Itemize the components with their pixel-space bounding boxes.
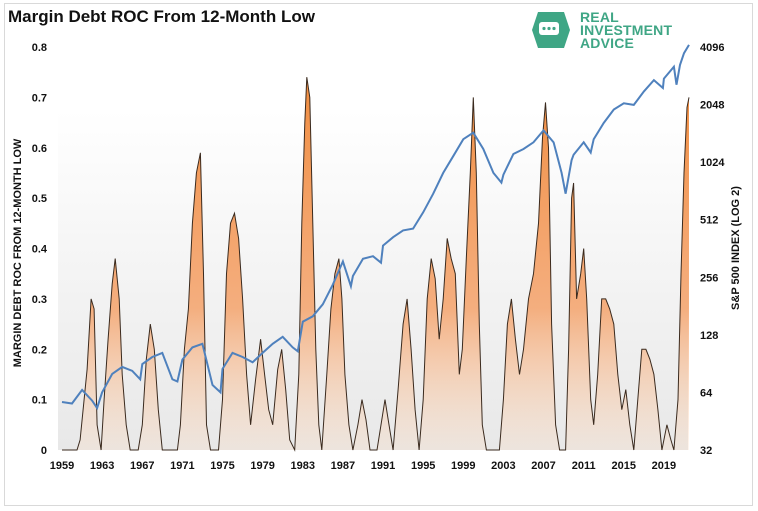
left-tick-label: 0.4 — [32, 244, 48, 256]
logo-line-2: INVESTMENT — [580, 22, 673, 38]
x-tick-label: 1995 — [411, 460, 435, 472]
left-tick-label: 0.3 — [32, 294, 47, 306]
logo-wordmark: REAL INVESTMENT ADVICE — [580, 9, 673, 51]
x-tick-label: 1991 — [371, 460, 395, 472]
x-tick-label: 2003 — [491, 460, 515, 472]
right-tick-label: 4096 — [700, 42, 724, 54]
right-axis-title: S&P 500 INDEX (LOG 2) — [730, 186, 742, 310]
x-tick-label: 1999 — [451, 460, 475, 472]
left-tick-label: 0.5 — [32, 193, 47, 205]
x-tick-label: 1983 — [291, 460, 315, 472]
x-tick-label: 1979 — [250, 460, 274, 472]
sp500-line-layer — [61, 44, 690, 411]
x-tick-label: 2011 — [572, 460, 596, 472]
margin-debt-area-layer — [62, 77, 690, 452]
margin-debt-outline — [62, 77, 690, 452]
right-tick-label: 1024 — [700, 157, 725, 169]
x-tick-label: 2015 — [612, 460, 636, 472]
x-tick-label: 1987 — [331, 460, 355, 472]
right-tick-label: 512 — [700, 215, 718, 227]
left-tick-label: 0.1 — [32, 395, 47, 407]
sp500-line — [61, 44, 690, 411]
x-tick-label: 2007 — [531, 460, 555, 472]
logo-line-3: ADVICE — [580, 35, 635, 51]
x-tick-label: 1971 — [170, 460, 194, 472]
chart-title: Margin Debt ROC From 12-Month Low — [8, 7, 315, 26]
x-axis-ticks: 1959 1963 1967 1971 1975 1979 1983 1987 1991 1995… — [50, 460, 676, 472]
x-tick-label: 1967 — [130, 460, 154, 472]
speech-bubble-icon — [532, 12, 570, 48]
right-tick-label: 2048 — [700, 100, 724, 112]
x-tick-label: 1963 — [90, 460, 114, 472]
margin-debt-area — [62, 77, 689, 450]
left-tick-label: 0.6 — [32, 143, 47, 155]
right-tick-label: 64 — [700, 387, 713, 399]
left-axis-ticks: 0 0.1 0.2 0.3 0.4 0.5 0.6 0.7 0.8 — [32, 42, 48, 457]
left-tick-label: 0.2 — [32, 344, 47, 356]
real-investment-advice-logo: REAL INVESTMENT ADVICE — [528, 8, 728, 52]
left-tick-label: 0.7 — [32, 92, 47, 104]
x-tick-label: 1959 — [50, 460, 74, 472]
left-tick-label: 0 — [41, 445, 47, 457]
x-tick-label: 2019 — [652, 460, 676, 472]
right-axis-ticks: 32 64 128 256 512 1024 2048 4096 — [700, 42, 725, 457]
left-axis-title: MARGIN DEBT ROC FROM 12-MONTH LOW — [12, 138, 24, 367]
x-tick-label: 1975 — [210, 460, 234, 472]
right-tick-label: 256 — [700, 272, 718, 284]
right-tick-label: 128 — [700, 330, 718, 342]
right-tick-label: 32 — [700, 445, 712, 457]
logo-line-1: REAL — [580, 9, 619, 25]
left-tick-label: 0.8 — [32, 42, 47, 54]
